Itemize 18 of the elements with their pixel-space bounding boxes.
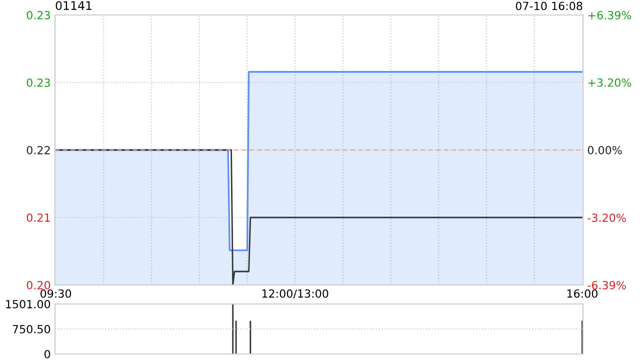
x-tick-label: 16:00 — [567, 289, 598, 298]
y-tick-label: 0.23 — [26, 78, 50, 87]
y-tick-label: 0.21 — [26, 213, 50, 222]
x-tick-label: 12:00/13:00 — [262, 289, 328, 299]
y2-tick-label: +6.39% — [588, 10, 632, 20]
y-tick-label: 0 — [44, 350, 50, 358]
x-tick-label: 09:30 — [40, 289, 72, 298]
y-tick-label: 0.20 — [26, 280, 50, 290]
y2-tick-label: +3.20% — [588, 78, 632, 87]
y-tick-label: 1501.00 — [6, 300, 50, 308]
y2-tick-label: 0.00% — [588, 146, 622, 154]
text: 07-10 16:08 — [516, 2, 582, 10]
y-tick-label: 0.23 — [26, 10, 50, 20]
y-tick-label: 750.50 — [12, 324, 50, 334]
y2-tick-label: -3.20% — [588, 214, 626, 222]
chart-title: 01141 — [56, 1, 92, 10]
y2-tick-label: -6.39% — [588, 280, 626, 290]
y-tick-label: 0.22 — [26, 146, 50, 154]
